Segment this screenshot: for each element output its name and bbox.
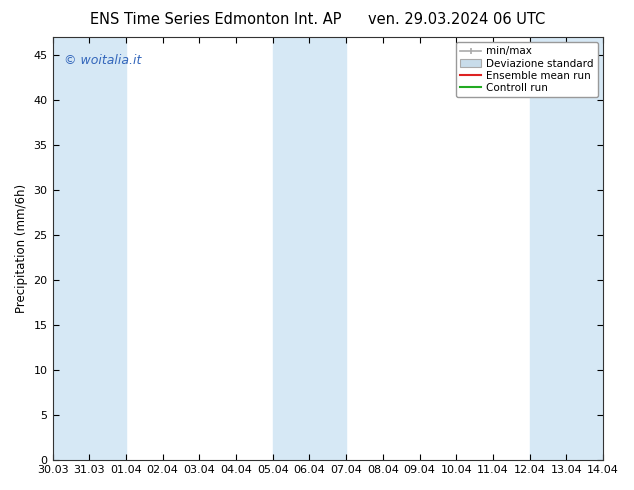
Bar (529, 37, 566, 460)
Bar (89, 37, 126, 460)
Text: © woitalia.it: © woitalia.it (63, 54, 141, 67)
Text: ven. 29.03.2024 06 UTC: ven. 29.03.2024 06 UTC (368, 12, 545, 27)
Text: ENS Time Series Edmonton Int. AP: ENS Time Series Edmonton Int. AP (90, 12, 341, 27)
Bar (273, 37, 309, 460)
Bar (53, 37, 89, 460)
Y-axis label: Precipitation (mm/6h): Precipitation (mm/6h) (15, 184, 28, 313)
Legend: min/max, Deviazione standard, Ensemble mean run, Controll run: min/max, Deviazione standard, Ensemble m… (456, 42, 598, 97)
Bar (566, 37, 603, 460)
Bar (309, 37, 346, 460)
